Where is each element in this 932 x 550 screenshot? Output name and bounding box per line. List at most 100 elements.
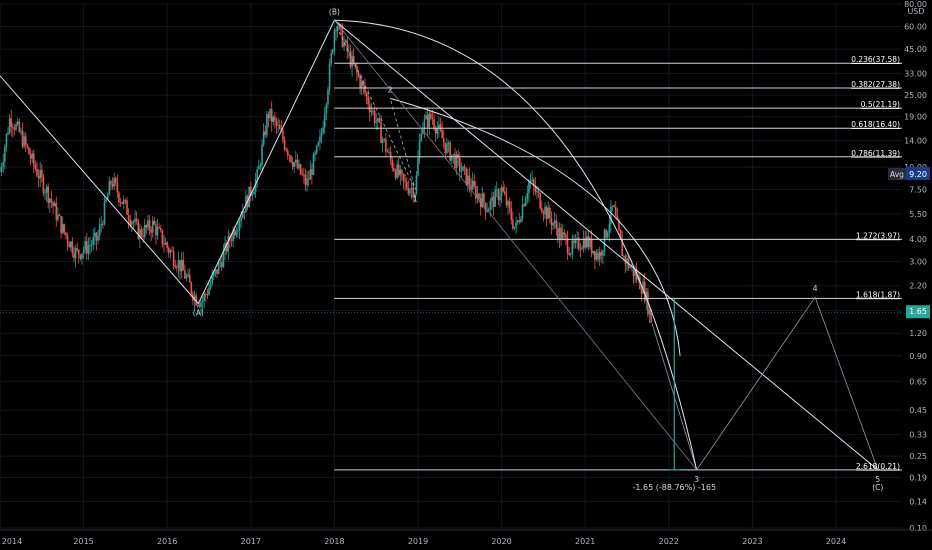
candle-body	[465, 167, 468, 185]
candle-body	[114, 178, 117, 183]
time-tick-label: 2020	[491, 537, 511, 546]
price-axis[interactable]: USD 0.10 0.14 0.19 0.25 0.33 0.45 0.65 0.90 1.20…	[904, 0, 927, 533]
candle-body	[251, 194, 254, 197]
candle-body	[629, 267, 632, 268]
price-tick-label: 0.10	[909, 524, 927, 533]
candle-body	[352, 55, 355, 64]
candle-body	[576, 237, 578, 240]
candle-body	[44, 192, 46, 194]
candle-body	[544, 206, 546, 215]
candle-body	[499, 195, 501, 200]
candle-body	[208, 287, 210, 295]
candle-body	[15, 123, 17, 130]
avg-badge	[888, 168, 906, 180]
candle-body	[446, 143, 448, 154]
candle-body	[23, 136, 25, 147]
candle-body	[275, 120, 278, 126]
candle-body	[606, 232, 609, 238]
candle-body	[140, 229, 143, 236]
time-tick-label: 2022	[659, 537, 679, 546]
candle-body	[238, 221, 241, 230]
candle-body	[221, 262, 223, 268]
candle-body	[418, 140, 421, 159]
candle-body	[436, 128, 439, 134]
fib-level-label: 0.5(21.19)	[861, 100, 900, 109]
time-axis[interactable]: 2014 2015 2016 2017 2018 2019 2020 2021 2022 2023…	[0, 529, 932, 546]
wave-label: 5	[875, 475, 880, 484]
candle-body	[463, 166, 466, 168]
candle-body	[425, 115, 427, 119]
candle-body	[589, 238, 591, 248]
candle-body	[608, 224, 611, 233]
candle-body	[307, 178, 310, 180]
candle-body	[31, 153, 33, 159]
candle-body	[108, 181, 111, 196]
candle-body	[640, 289, 643, 294]
candle-body	[227, 236, 230, 252]
candle-body	[561, 232, 564, 240]
candle-body	[82, 249, 85, 254]
candle-body	[129, 219, 132, 225]
candle-body	[209, 283, 212, 288]
candle-body	[161, 230, 164, 244]
price-tick-label: 3.00	[909, 257, 927, 266]
candle-body	[528, 181, 530, 194]
candle-body	[348, 51, 350, 53]
candle-body	[55, 203, 58, 220]
curved-trendline-inner[interactable]	[389, 97, 681, 356]
candle-body	[60, 216, 62, 234]
candle-body	[399, 169, 402, 176]
candle-body	[513, 226, 516, 229]
candle-body	[438, 124, 440, 129]
abc-wave-line[interactable]	[0, 19, 879, 471]
candle-body	[283, 139, 286, 149]
candle-body	[549, 207, 551, 218]
candle-body	[495, 189, 498, 191]
candle-body	[214, 269, 217, 274]
candle-body	[182, 259, 185, 271]
candle-body	[391, 159, 394, 169]
candle-body	[185, 276, 188, 279]
avg-badge-label: Avg	[890, 170, 904, 179]
channel-line[interactable]	[334, 20, 697, 471]
candle-body	[357, 72, 360, 77]
candle-body	[286, 150, 289, 156]
time-tick-label: 2017	[241, 537, 261, 546]
candle-body	[573, 240, 575, 244]
candle-body	[335, 30, 337, 32]
candle-body	[164, 242, 167, 245]
candle-body	[489, 200, 492, 210]
candle-body	[198, 305, 201, 307]
candle-body	[605, 229, 607, 238]
candle-body	[534, 185, 537, 192]
candle-body	[373, 110, 376, 123]
candle-body	[417, 158, 419, 176]
candle-body	[648, 309, 651, 315]
candle-body	[303, 174, 305, 176]
candle-body	[377, 118, 379, 122]
candle-body	[330, 52, 332, 64]
candle-body	[388, 152, 390, 153]
candle-body	[240, 217, 242, 222]
curved-trendline[interactable]	[334, 19, 698, 470]
wave-label: (C)	[872, 483, 883, 492]
price-tick-label: 0.25	[909, 452, 927, 461]
candle-body	[0, 166, 3, 172]
candle-body	[97, 235, 99, 241]
candle-body	[106, 195, 109, 200]
candle-body	[423, 118, 426, 129]
candle-body	[63, 224, 66, 233]
candle-body	[145, 224, 148, 228]
candle-body	[155, 224, 157, 236]
candle-body	[587, 236, 590, 248]
candle-body	[487, 209, 490, 211]
candle-body	[341, 27, 344, 47]
candle-body	[521, 204, 524, 220]
candle-body	[502, 187, 505, 192]
impulse-dashed-line[interactable]	[336, 26, 416, 190]
candle-body	[105, 199, 107, 202]
candle-body	[592, 250, 595, 254]
candle-body	[415, 175, 418, 194]
candle-body	[439, 124, 442, 130]
